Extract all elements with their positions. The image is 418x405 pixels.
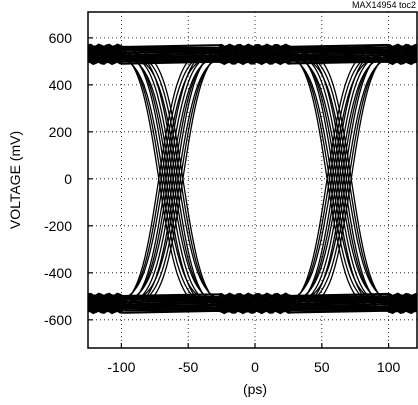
- y-tick-label: -600: [44, 312, 72, 328]
- falling-edge-trace: [283, 55, 381, 302]
- x-axis-ticks: -100 -50 0 50 100: [107, 343, 400, 375]
- falling-edge-trace: [288, 52, 386, 306]
- y-tick-label: -400: [44, 265, 72, 281]
- x-tick-label: 50: [314, 359, 330, 375]
- eye-low-rail: [88, 299, 418, 305]
- eye-low-rail: [88, 292, 418, 298]
- falling-edge-trace: [120, 52, 217, 306]
- y-tick-label: 400: [49, 77, 73, 93]
- falling-edge-trace: [302, 48, 400, 309]
- eye-high-rail: [88, 60, 417, 66]
- falling-edge-trace: [124, 52, 222, 306]
- y-tick-label: -200: [44, 218, 72, 234]
- plot-frame: [87, 11, 418, 349]
- falling-edge-trace: [300, 52, 398, 306]
- eye-low-rail: [88, 307, 418, 313]
- x-axis-label: (ps): [243, 381, 267, 397]
- eye-low-rail: [88, 309, 417, 315]
- eye-high-rail: [88, 57, 418, 63]
- falling-edge-trace: [134, 48, 232, 309]
- x-tick-label: -50: [178, 359, 198, 375]
- eye-high-rail: [88, 58, 418, 64]
- eye-low-rail: [88, 298, 418, 303]
- x-tick-label: 0: [251, 359, 259, 375]
- eye-high-rail: [88, 51, 417, 57]
- y-axis-ticks: 600 400 200 0 -200 -400 -600: [44, 30, 93, 328]
- eye-low-rail: [88, 306, 418, 312]
- falling-edge-trace: [293, 52, 390, 306]
- document-id: MAX14954 toc2: [352, 0, 416, 10]
- x-tick-label: 100: [377, 359, 401, 375]
- y-axis-label: VOLTAGE (mV): [7, 131, 23, 229]
- eye-high-rail: [88, 43, 418, 49]
- x-tick-label: -100: [107, 359, 135, 375]
- falling-edge-trace: [281, 52, 378, 306]
- eye-traces: [88, 43, 418, 315]
- falling-edge-trace: [132, 52, 229, 306]
- y-tick-label: 0: [64, 171, 72, 187]
- falling-edge-trace: [112, 52, 210, 306]
- falling-edge-trace: [115, 55, 212, 302]
- eye-high-rail: [88, 50, 418, 56]
- y-tick-label: 600: [49, 30, 73, 46]
- y-tick-label: 200: [49, 124, 73, 140]
